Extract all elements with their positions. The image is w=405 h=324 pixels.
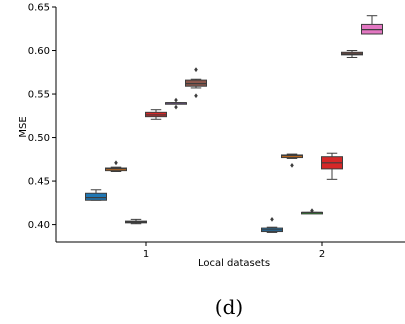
y-tick-label: 0.60	[28, 46, 50, 57]
outlier-point	[270, 216, 274, 222]
box-group-2-6	[361, 15, 383, 35]
outlier-point	[174, 97, 178, 103]
outlier-point	[290, 163, 294, 168]
box-group-1-2	[105, 160, 127, 172]
box-group-2-4	[321, 152, 343, 180]
outlier-point	[174, 104, 178, 110]
outlier-point	[194, 93, 198, 99]
x-axis-label: Local datasets	[198, 258, 270, 269]
y-tick-label: 0.45	[28, 177, 50, 188]
box-group-2-1	[261, 216, 283, 233]
y-tick-label: 0.40	[28, 220, 50, 231]
box-group-2-5	[341, 50, 363, 58]
box-group-1-1	[85, 189, 107, 201]
box	[85, 192, 107, 201]
box-group-1-3	[125, 218, 147, 225]
box-group-1-4	[145, 109, 167, 120]
chart-marks	[85, 15, 383, 233]
y-tick-label: 0.55	[28, 90, 50, 101]
y-axis-label: MSE	[18, 116, 29, 137]
box-group-2-2	[281, 153, 303, 168]
box-group-2-3	[301, 208, 323, 215]
figure-caption: (d)	[215, 295, 243, 319]
chart-axes: 0.40 0.45 0.50 0.55 0.60 0.65 1 2	[28, 3, 405, 260]
x-tick-label: 2	[319, 249, 325, 260]
y-tick-label: 0.65	[28, 3, 50, 14]
box-group-1-6	[185, 67, 207, 99]
y-tick-label: 0.50	[28, 133, 50, 144]
outlier-point	[194, 67, 198, 73]
box-group-1-5	[165, 97, 187, 110]
outlier-point	[310, 208, 314, 214]
outlier-point	[114, 160, 118, 166]
x-tick-label: 1	[143, 249, 149, 260]
